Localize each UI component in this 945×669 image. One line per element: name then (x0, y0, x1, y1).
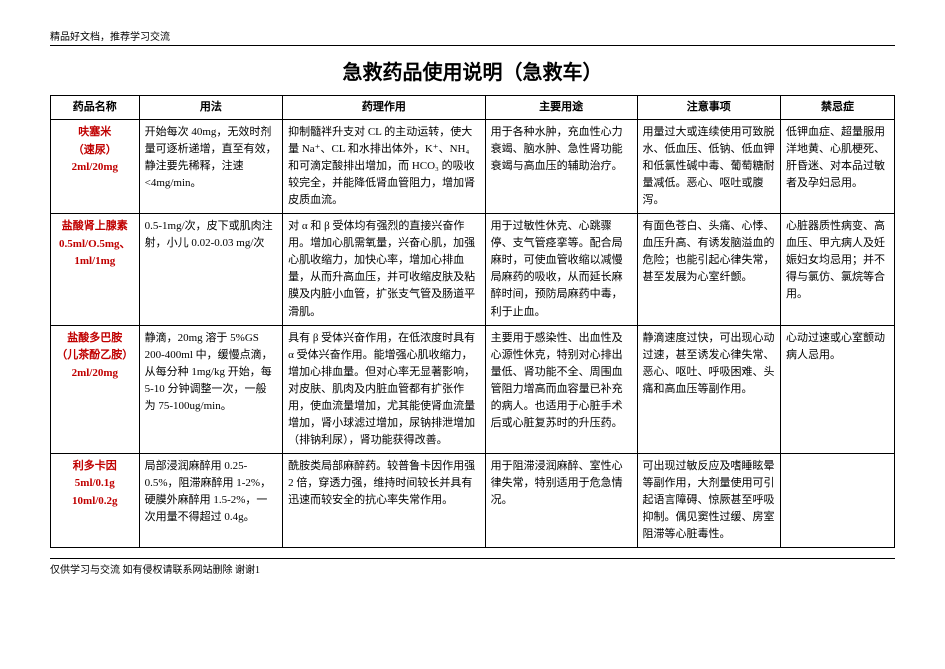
drug-name-cell: 盐酸多巴胺（儿茶酚乙胺）2ml/20mg (51, 325, 140, 453)
table-row: 盐酸肾上腺素0.5ml/O.5mg、1ml/1mg 0.5-1mg/次，皮下或肌… (51, 214, 895, 325)
table-row: 利多卡因5ml/0.1g10ml/0.2g 局部浸润麻醉用 0.25-0.5%，… (51, 453, 895, 547)
pharm-cell: 酰胺类局部麻醉药。较普鲁卡因作用强 2 倍，穿透力强，维持时间较长并具有迅速而较… (283, 453, 486, 547)
caution-cell: 静滴速度过快，可出现心动过速，甚至诱发心律失常、恶心、呕吐、呼吸困难、头痛和高血… (637, 325, 780, 453)
use-cell: 用于各种水肿，充血性心力衰竭、脑水肿、急性肾功能衰竭与高血压的辅助治疗。 (485, 120, 637, 214)
table-row: 呋塞米（速尿）2ml/20mg 开始每次 40mg，无效时剂量可逐析递增，直至有… (51, 120, 895, 214)
contra-cell: 心脏器质性病变、高血压、甲亢病人及妊娠妇女均忌用；并不得与氯仿、氯烷等合用。 (781, 214, 895, 325)
caution-cell: 有面色苍白、头痛、心悸、血压升高、有诱发脑溢血的危险；也能引起心律失常，甚至发展… (637, 214, 780, 325)
usage-cell: 静滴，20mg 溶于 5%GS 200-400ml 中，缓慢点滴，从每分种 1m… (139, 325, 282, 453)
header-caution: 注意事项 (637, 96, 780, 120)
header-name: 药品名称 (51, 96, 140, 120)
pharm-cell: 具有 β 受体兴奋作用，在低浓度时具有 α 受体兴奋作用。能增强心肌收缩力，增加… (283, 325, 486, 453)
page-title: 急救药品使用说明（急救车） (50, 56, 895, 85)
contra-cell: 心动过速或心室颤动病人忌用。 (781, 325, 895, 453)
header-usage: 用法 (139, 96, 282, 120)
header-use: 主要用途 (485, 96, 637, 120)
contra-cell: 低钾血症、超量服用洋地黄、心肌梗死、肝昏迷、对本品过敏者及孕妇忌用。 (781, 120, 895, 214)
header-contra: 禁忌症 (781, 96, 895, 120)
table-row: 盐酸多巴胺（儿茶酚乙胺）2ml/20mg 静滴，20mg 溶于 5%GS 200… (51, 325, 895, 453)
drug-name-cell: 利多卡因5ml/0.1g10ml/0.2g (51, 453, 140, 547)
drug-name-cell: 呋塞米（速尿）2ml/20mg (51, 120, 140, 214)
pharm-cell: 抑制髓袢升支对 CL 的主动运转，使大量 Na⁺、CL 和水排出体外，K⁺、NH… (283, 120, 486, 214)
pharm-cell: 对 α 和 β 受体均有强烈的直接兴奋作用。增加心肌需氧量，兴奋心肌，加强心肌收… (283, 214, 486, 325)
usage-cell: 局部浸润麻醉用 0.25-0.5%，阻滞麻醉用 1-2%，硬膜外麻醉用 1.5-… (139, 453, 282, 547)
header-pharm: 药理作用 (283, 96, 486, 120)
usage-cell: 开始每次 40mg，无效时剂量可逐析递增，直至有效，静注要先稀释，注速<4mg/… (139, 120, 282, 214)
caution-cell: 用量过大或连续使用可致脱水、低血压、低钠、低血钾和低氯性碱中毒、葡萄糖耐量减低。… (637, 120, 780, 214)
use-cell: 主要用于感染性、出血性及心源性休克，特别对心排出量低、肾功能不全、周围血管阻力增… (485, 325, 637, 453)
contra-cell (781, 453, 895, 547)
top-note: 精品好文档，推荐学习交流 (50, 28, 895, 46)
use-cell: 用于阻滞浸润麻醉、室性心律失常，特别适用于危急情况。 (485, 453, 637, 547)
use-cell: 用于过敏性休克、心跳骤停、支气管痉挛等。配合局麻时，可使血管收缩以减慢局麻药的吸… (485, 214, 637, 325)
bottom-note: 仅供学习与交流 如有侵权请联系网站删除 谢谢1 (50, 558, 895, 576)
caution-cell: 可出现过敏反应及嗜睡眩晕等副作用，大剂量使用可引起语言障碍、惊厥甚至呼吸抑制。偶… (637, 453, 780, 547)
drug-name-cell: 盐酸肾上腺素0.5ml/O.5mg、1ml/1mg (51, 214, 140, 325)
table-header-row: 药品名称 用法 药理作用 主要用途 注意事项 禁忌症 (51, 96, 895, 120)
usage-cell: 0.5-1mg/次，皮下或肌肉注射，小儿 0.02-0.03 mg/次 (139, 214, 282, 325)
drug-table: 药品名称 用法 药理作用 主要用途 注意事项 禁忌症 呋塞米（速尿）2ml/20… (50, 95, 895, 548)
